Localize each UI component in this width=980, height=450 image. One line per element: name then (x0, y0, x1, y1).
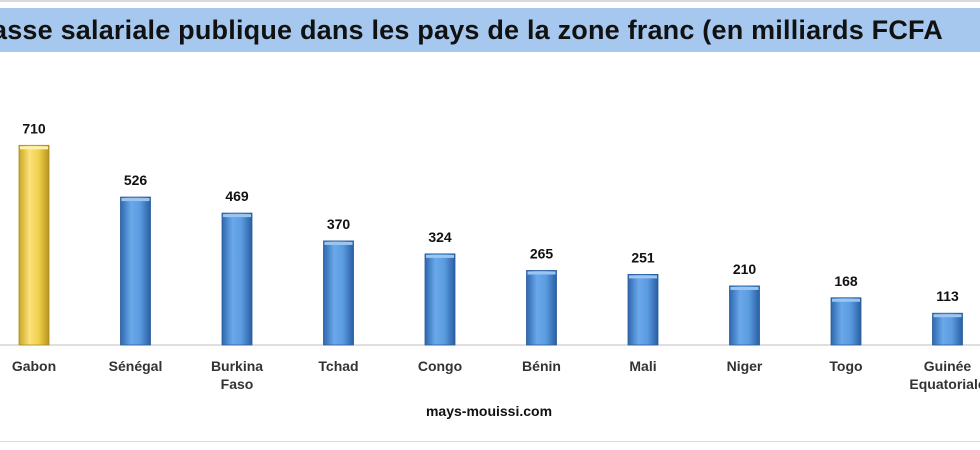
data-label: 251 (631, 249, 655, 265)
data-label: 469 (225, 188, 249, 204)
source-caption: mays-mouissi.com (426, 403, 552, 419)
bar-highlight-cap (933, 314, 962, 318)
x-tick-label: Faso (221, 376, 254, 392)
x-tick-label: Burkina (211, 358, 263, 374)
bar-highlight-cap (629, 275, 657, 279)
bar (18, 144, 50, 346)
x-tick-label: Sénégal (109, 358, 163, 374)
title-band: asse salariale publique dans les pays de… (0, 8, 980, 52)
bar (830, 297, 862, 346)
x-tick-label: Tchad (318, 358, 358, 374)
top-border (0, 0, 980, 2)
x-tick-label: Togo (829, 358, 862, 374)
chart-title: asse salariale publique dans les pays de… (0, 15, 943, 45)
data-label: 526 (124, 172, 148, 188)
bar (221, 212, 253, 346)
x-tick-label: Congo (418, 358, 462, 374)
bar-highlight-cap (730, 286, 759, 290)
data-label: 265 (530, 245, 554, 261)
bar-highlight-cap (832, 298, 860, 302)
x-tick-label: Gabon (12, 358, 56, 374)
x-tick-label: Equatoriale (909, 376, 980, 392)
bar (120, 196, 151, 346)
bar (424, 253, 456, 346)
bar-highlight-cap (20, 146, 48, 150)
bar (526, 270, 557, 346)
x-tick-label: Bénin (522, 358, 561, 374)
bar-highlight-cap (324, 241, 353, 245)
data-label: 324 (428, 229, 452, 245)
bottom-border (0, 441, 980, 442)
data-label: 210 (733, 261, 757, 277)
bar (932, 312, 963, 346)
x-tick-label: Mali (629, 358, 656, 374)
data-label: 370 (327, 216, 351, 232)
bar-highlight-cap (527, 271, 556, 275)
x-tick-label: Niger (727, 358, 763, 374)
x-tick-label: Guinée (924, 358, 972, 374)
bar-highlight-cap (426, 254, 454, 258)
data-label: 168 (834, 273, 858, 289)
bar-highlight-cap (223, 214, 251, 218)
bar (729, 285, 760, 346)
bar (323, 240, 354, 346)
bar-highlight-cap (121, 198, 150, 202)
bar (627, 274, 659, 346)
data-label: 113 (936, 288, 959, 304)
data-label: 710 (22, 120, 46, 136)
